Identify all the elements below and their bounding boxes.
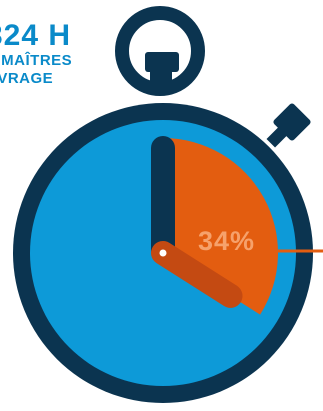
center-pin: [159, 249, 167, 257]
stopwatch-side-button: [266, 103, 311, 148]
stopwatch-stem: [150, 66, 172, 94]
percent-label: 34%: [198, 226, 256, 256]
second-hand: [151, 241, 243, 308]
headline-line-1: S MAÎTRES: [0, 52, 73, 69]
headline: 324 H S MAÎTRES UVRAGE: [0, 20, 72, 88]
headline-line-2: UVRAGE: [0, 70, 54, 87]
hours-value: 324 H: [0, 19, 72, 52]
